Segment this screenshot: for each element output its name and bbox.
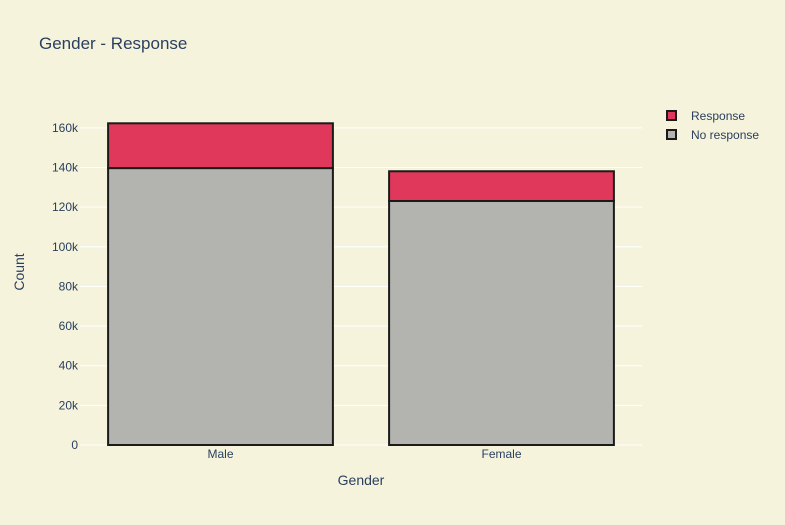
legend-label-no-response: No response xyxy=(691,127,760,142)
bars xyxy=(107,122,615,447)
y-tick-label: 20k xyxy=(59,398,79,412)
chart-title: Gender - Response xyxy=(39,34,188,53)
bar-male-response[interactable] xyxy=(107,122,334,170)
y-tick-label: 100k xyxy=(52,240,79,254)
y-tick-label: 60k xyxy=(59,319,79,333)
x-axis-ticks: Male Female xyxy=(207,447,521,461)
bar-female-no-response[interactable] xyxy=(388,199,615,446)
y-tick-label: 0 xyxy=(71,438,78,452)
y-tick-label: 160k xyxy=(52,121,79,135)
y-tick-label: 140k xyxy=(52,161,79,175)
x-tick-label: Female xyxy=(481,447,521,461)
y-tick-label: 120k xyxy=(52,200,79,214)
legend-item-response[interactable]: Response xyxy=(666,106,759,125)
bar-male-no-response[interactable] xyxy=(107,167,334,447)
legend-item-no-response[interactable]: No response xyxy=(666,125,759,144)
legend-swatch-response xyxy=(666,110,677,121)
legend: Response No response xyxy=(666,106,759,144)
x-axis-title: Gender xyxy=(338,472,385,488)
legend-label-response: Response xyxy=(691,108,746,123)
y-axis-title: Count xyxy=(11,253,27,290)
legend-swatch-no-response xyxy=(666,129,677,140)
bar-female-response[interactable] xyxy=(388,170,615,202)
y-axis-ticks: 0 20k 40k 60k 80k 100k 120k 140k 160k xyxy=(52,121,79,452)
y-tick-label: 40k xyxy=(59,359,79,373)
x-tick-label: Male xyxy=(207,447,233,461)
y-tick-label: 80k xyxy=(59,279,79,293)
